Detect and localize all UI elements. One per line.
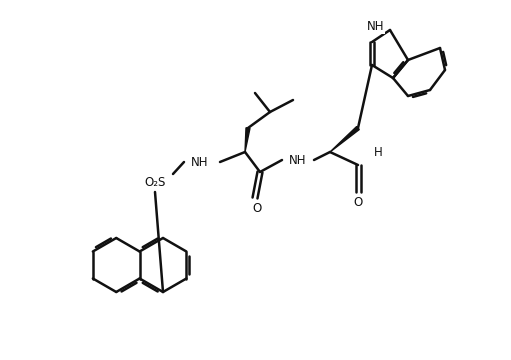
Polygon shape [245,128,250,152]
Text: NH: NH [367,21,385,33]
Text: NH: NH [191,156,209,168]
Text: H: H [374,147,382,159]
Text: O: O [354,195,363,208]
Text: O: O [252,202,262,215]
Polygon shape [330,126,359,152]
Text: O₂S: O₂S [144,175,166,189]
Text: NH: NH [289,153,307,166]
